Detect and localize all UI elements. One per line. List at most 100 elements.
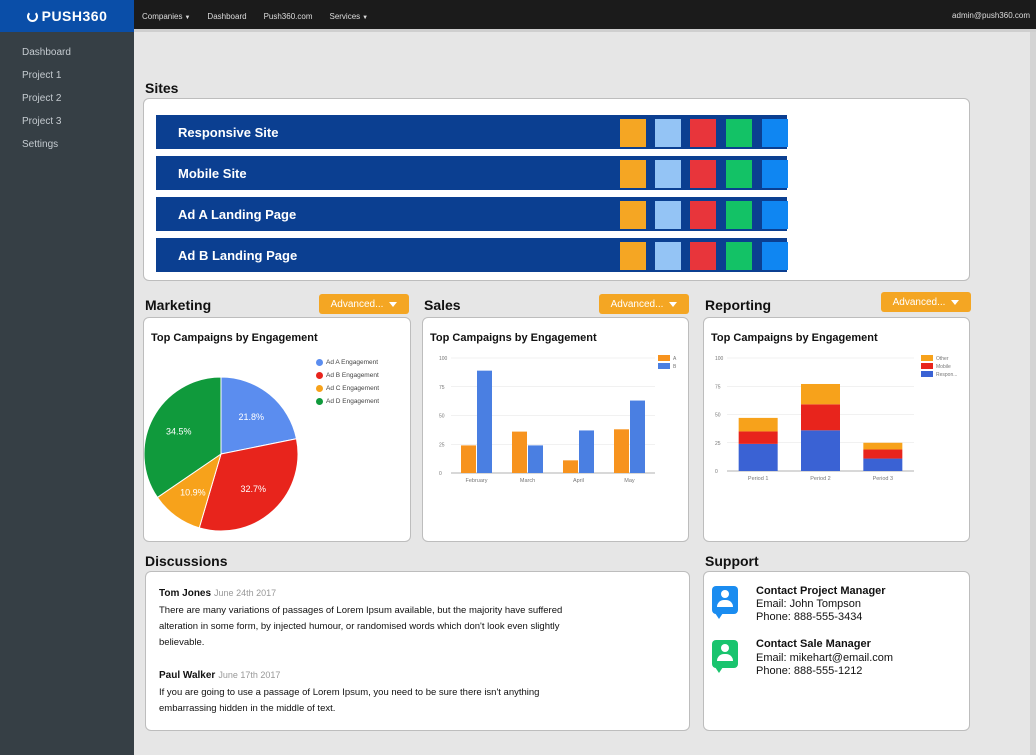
bar[interactable] bbox=[863, 442, 903, 450]
nav-companies[interactable]: Companies ▼ bbox=[142, 12, 190, 21]
sales-bar-chart: 0 25 50 75 100 February March April May AB bbox=[439, 355, 677, 484]
sales-title: Sales bbox=[424, 297, 461, 313]
sidebar-item-dashboard[interactable]: Dashboard bbox=[22, 47, 71, 58]
y-tick-label: 0 bbox=[439, 471, 442, 477]
bar[interactable] bbox=[738, 417, 778, 432]
discussion-header: Paul Walker June 17th 2017 bbox=[159, 665, 676, 683]
discussion-author[interactable]: Tom Jones bbox=[159, 588, 212, 599]
x-tick-label: March bbox=[520, 478, 535, 484]
advanced-label: Advanced... bbox=[892, 296, 946, 308]
site-name: Ad A Landing Page bbox=[178, 207, 297, 222]
contact-phone: Phone: 888-555-3434 bbox=[756, 611, 863, 623]
site-status-swatch[interactable] bbox=[690, 160, 716, 188]
site-status-swatch[interactable] bbox=[690, 201, 716, 229]
reporting-card: Top Campaigns by Engagement 0 25 50 75 100 Pe… bbox=[703, 317, 970, 542]
site-status-swatch[interactable] bbox=[655, 201, 681, 229]
bar[interactable] bbox=[563, 460, 578, 473]
bar[interactable] bbox=[801, 430, 840, 471]
bar[interactable] bbox=[630, 400, 645, 473]
bar[interactable] bbox=[579, 430, 594, 473]
site-status-swatch[interactable] bbox=[620, 160, 646, 188]
nav-services[interactable]: Services ▼ bbox=[329, 12, 368, 21]
site-status-swatch[interactable] bbox=[620, 242, 646, 270]
discussion-item: Paul Walker June 17th 2017 If you are goi… bbox=[159, 665, 676, 717]
y-tick-label: 50 bbox=[439, 414, 445, 420]
nav-dashboard[interactable]: Dashboard bbox=[207, 11, 247, 21]
site-status-swatch[interactable] bbox=[655, 119, 681, 147]
advanced-label: Advanced... bbox=[610, 298, 664, 310]
x-tick-label: May bbox=[624, 478, 635, 484]
sidebar-item-project-3[interactable]: Project 3 bbox=[22, 116, 62, 127]
site-row[interactable]: Responsive Site bbox=[156, 113, 788, 149]
site-status-swatch[interactable] bbox=[762, 242, 788, 270]
site-status-swatch[interactable] bbox=[762, 160, 788, 188]
legend-dot bbox=[316, 385, 323, 392]
bar[interactable] bbox=[801, 404, 840, 431]
pie-slice[interactable] bbox=[198, 438, 299, 532]
pie-slice-label: 10.9% bbox=[180, 488, 206, 498]
site-row[interactable]: Ad A Landing Page bbox=[156, 195, 788, 231]
site-status-swatch[interactable] bbox=[726, 242, 752, 270]
site-status-swatch[interactable] bbox=[620, 201, 646, 229]
y-tick-label: 75 bbox=[715, 384, 721, 390]
site-row[interactable]: Mobile Site bbox=[156, 154, 788, 190]
site-status-swatch[interactable] bbox=[655, 242, 681, 270]
legend-dot bbox=[316, 398, 323, 405]
legend-item: Ad C Engagement bbox=[316, 385, 379, 392]
sidebar: Dashboard Project 1 Project 2 Project 3 … bbox=[0, 32, 134, 755]
sidebar-item-project-1[interactable]: Project 1 bbox=[22, 70, 62, 81]
reporting-advanced-button[interactable]: Advanced... bbox=[881, 292, 971, 312]
sales-card: Top Campaigns by Engagement 0 25 50 75 100 Fe… bbox=[422, 317, 689, 542]
contact-project-manager-link[interactable]: Contact Project Manager bbox=[756, 585, 886, 597]
site-status-swatch[interactable] bbox=[690, 119, 716, 147]
marketing-advanced-button[interactable]: Advanced... bbox=[319, 294, 409, 314]
reporting-stacked-bar-chart: 0 25 50 75 100 Period 1 Period 2 Period 3 Other M… bbox=[715, 355, 957, 482]
bar[interactable] bbox=[614, 429, 629, 473]
marketing-chart-title: Top Campaigns by Engagement bbox=[151, 332, 318, 344]
pie-slice[interactable] bbox=[144, 376, 222, 499]
bar[interactable] bbox=[801, 383, 840, 405]
site-row[interactable]: Ad B Landing Page bbox=[156, 236, 788, 272]
sales-advanced-button[interactable]: Advanced... bbox=[599, 294, 689, 314]
site-status-swatch[interactable] bbox=[655, 160, 681, 188]
discussion-author[interactable]: Paul Walker bbox=[159, 670, 216, 681]
site-status-swatch[interactable] bbox=[690, 242, 716, 270]
bar[interactable] bbox=[461, 445, 476, 473]
legend-dot bbox=[316, 359, 323, 366]
legend-swatch bbox=[921, 363, 933, 369]
legend-label: Respon... bbox=[936, 372, 957, 378]
chevron-down-icon bbox=[669, 301, 678, 307]
bar[interactable] bbox=[512, 431, 527, 473]
site-status-swatch[interactable] bbox=[620, 119, 646, 147]
sales-chart-title: Top Campaigns by Engagement bbox=[430, 332, 597, 344]
bar[interactable] bbox=[528, 445, 543, 473]
site-status-swatch[interactable] bbox=[762, 201, 788, 229]
nav-push360[interactable]: Push360.com bbox=[263, 11, 313, 21]
bar[interactable] bbox=[863, 458, 903, 471]
contact-sale-manager-link[interactable]: Contact Sale Manager bbox=[756, 638, 871, 650]
discussion-item: Tom Jones June 24th 2017 There are many v… bbox=[159, 583, 676, 651]
scrollbar-track[interactable] bbox=[1030, 32, 1036, 755]
site-status-swatch[interactable] bbox=[726, 201, 752, 229]
site-status-swatch[interactable] bbox=[726, 119, 752, 147]
bar[interactable] bbox=[477, 370, 492, 473]
sites-card: Responsive Site Mobile Site Ad A Landing P… bbox=[143, 98, 970, 281]
bar[interactable] bbox=[863, 449, 903, 459]
bar[interactable] bbox=[738, 431, 778, 444]
legend-swatch bbox=[658, 355, 670, 361]
site-status-swatch[interactable] bbox=[726, 160, 752, 188]
legend-label: Ad C Engagement bbox=[326, 385, 380, 392]
legend-label: Ad B Engagement bbox=[326, 372, 379, 379]
brand-logo[interactable]: PUSH360 bbox=[0, 0, 134, 32]
sidebar-item-settings[interactable]: Settings bbox=[22, 139, 59, 150]
sidebar-item-project-2[interactable]: Project 2 bbox=[22, 93, 62, 104]
bar[interactable] bbox=[738, 443, 778, 471]
legend-item: Ad D Engagement bbox=[316, 398, 379, 405]
reporting-chart-title: Top Campaigns by Engagement bbox=[711, 332, 878, 344]
site-name: Ad B Landing Page bbox=[178, 248, 298, 263]
site-status-swatch[interactable] bbox=[762, 119, 788, 147]
user-account-link[interactable]: admin@push360.com bbox=[952, 11, 1030, 20]
y-tick-label: 50 bbox=[715, 413, 721, 419]
legend-label: Ad A Engagement bbox=[326, 359, 379, 366]
pie-slice[interactable] bbox=[220, 376, 298, 455]
